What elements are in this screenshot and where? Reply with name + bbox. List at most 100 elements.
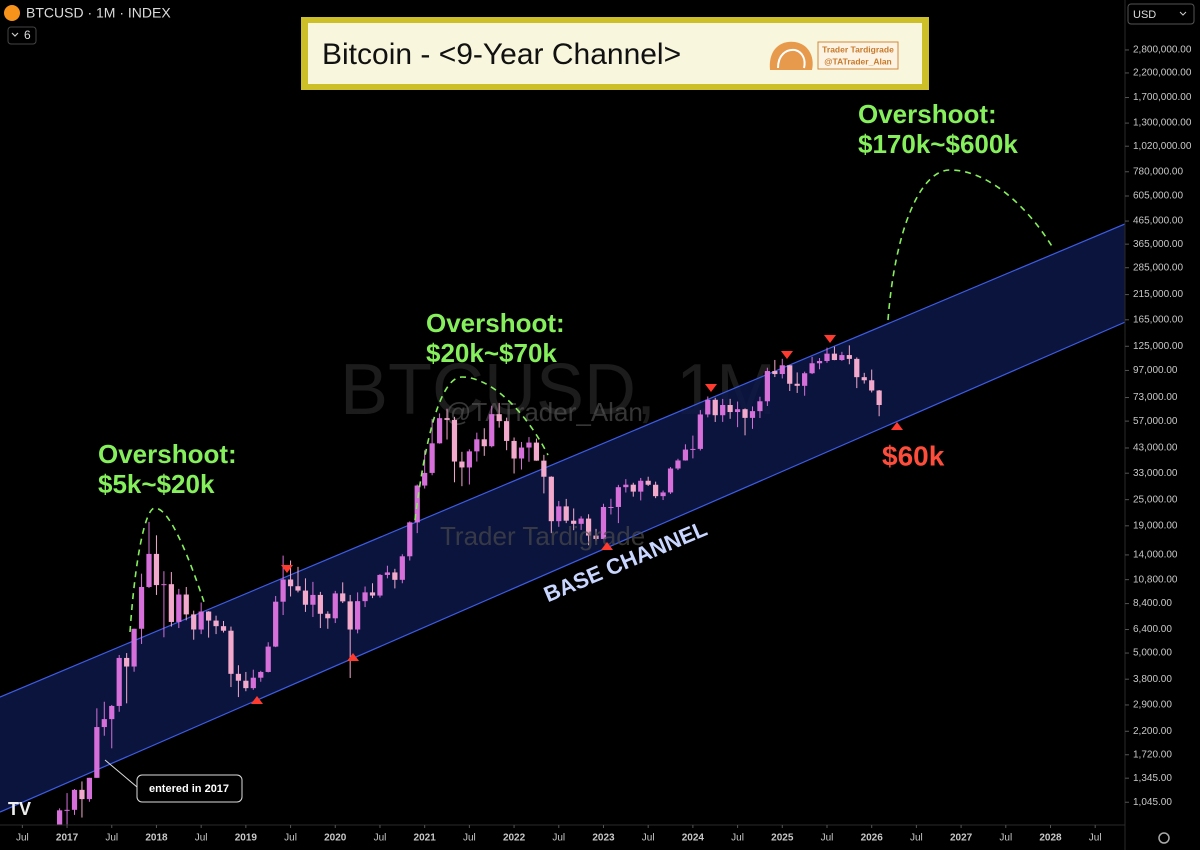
y-tick-label: 780,000.00 (1133, 166, 1183, 177)
y-tick-label: 6,400.00 (1133, 624, 1172, 635)
indicator-toggle[interactable] (7, 26, 37, 45)
y-tick-label: 14,000.00 (1133, 550, 1178, 561)
candle-body (176, 594, 182, 622)
symbol-icon (4, 5, 20, 21)
platform-logo: TV (8, 799, 31, 819)
candle-body (682, 449, 689, 461)
y-tick-label: 97,000.00 (1133, 365, 1178, 376)
candle-body (295, 586, 301, 591)
candle-body (191, 614, 197, 630)
candle-body (861, 377, 867, 381)
candle-body (764, 371, 770, 402)
candle-body (459, 461, 465, 468)
logo-handle: @TATrader_Alan (824, 56, 892, 66)
candle-body (332, 593, 338, 619)
target-label: $60k (882, 440, 945, 471)
markers (251, 335, 903, 704)
y-tick-label: 73,000.00 (1133, 392, 1178, 403)
x-tick-label: Jul (105, 833, 118, 844)
candle-body (690, 448, 696, 450)
candle-body (489, 414, 495, 447)
candle-body (206, 611, 212, 621)
annotation-range: $170k~$600k (858, 129, 1018, 159)
candle-body (444, 418, 450, 420)
x-tick-label: Jul (463, 833, 476, 844)
candle-body (593, 535, 599, 539)
chart-title: Bitcoin - <9-Year Channel> (322, 38, 681, 71)
candle-body (794, 383, 800, 386)
y-tick-label: 25,000.00 (1133, 494, 1178, 505)
annotation-title: Overshoot: (98, 439, 237, 469)
candle-body (287, 579, 294, 587)
x-tick-label: 2018 (145, 833, 168, 844)
y-tick-label: 1,045.00 (1133, 797, 1172, 808)
top-marker (781, 351, 793, 359)
candle-body (124, 657, 130, 667)
top-marker (705, 384, 717, 392)
candle-body (213, 620, 219, 627)
candle-body (481, 439, 487, 447)
candle-body (220, 626, 227, 631)
x-tick-label: Jul (284, 833, 297, 844)
y-tick-label: 285,000.00 (1133, 262, 1183, 273)
logo-box (817, 41, 899, 70)
candle-body (422, 472, 428, 486)
y-tick-label: 605,000.00 (1133, 191, 1183, 202)
candle-body (556, 506, 562, 522)
candle-body (317, 594, 323, 614)
channel-band (0, 223, 1125, 813)
candle-body (809, 363, 815, 374)
candle-body (466, 451, 472, 468)
currency-box[interactable] (1127, 3, 1195, 25)
candle-body (168, 584, 174, 622)
candle-body (243, 680, 249, 689)
annotation-range: $5k~$20k (98, 469, 215, 499)
candle-body (340, 593, 346, 602)
x-tick-label: 2027 (950, 833, 973, 844)
watermark-handle: @TATrader_Alan (445, 397, 643, 427)
logo-icon (769, 41, 813, 70)
top-marker (824, 335, 836, 343)
x-tick-label: Jul (1089, 833, 1102, 844)
candle-body (645, 480, 651, 485)
y-tick-label: 1,720.00 (1133, 749, 1172, 760)
candle-body (660, 492, 666, 497)
candle-body (280, 579, 286, 602)
plot-area (0, 223, 1125, 825)
candle-body (56, 810, 63, 825)
annotation-title: Overshoot: (858, 99, 997, 129)
candle-body (235, 673, 242, 681)
y-tick-label: 1,020,000.00 (1133, 141, 1192, 152)
candle-body (727, 405, 733, 413)
x-tick-label: 2021 (414, 833, 437, 844)
note-box (136, 774, 243, 803)
candle-body (407, 522, 413, 557)
candle-body (615, 487, 621, 507)
y-tick-label: 43,000.00 (1133, 443, 1178, 454)
bottom-marker (891, 422, 903, 430)
candle-body (347, 601, 353, 630)
candle-body (518, 447, 525, 459)
candle-body (436, 418, 443, 444)
candle-body (377, 574, 383, 596)
y-tick-label: 3,800.00 (1133, 674, 1172, 685)
candle-body (600, 506, 607, 539)
logo-name: Trader Tardigrade (822, 44, 894, 54)
channel-upper (0, 223, 1125, 698)
bottom-marker (347, 653, 359, 661)
y-tick-label: 165,000.00 (1133, 314, 1183, 325)
bottom-marker (601, 542, 613, 550)
candle-body (697, 414, 703, 449)
symbol-label[interactable]: BTCUSD · 1M · INDEX (26, 5, 171, 21)
candle-body (787, 365, 793, 384)
x-tick-label: 2019 (235, 833, 258, 844)
candle-body (638, 480, 644, 492)
y-tick-label: 215,000.00 (1133, 289, 1183, 300)
candle-body (265, 646, 271, 672)
logo: Trader Tardigrade @TATrader_Alan (769, 41, 899, 70)
candle-body (831, 353, 838, 361)
candle-body (526, 442, 532, 448)
x-tick-label: Jul (374, 833, 387, 844)
settings-icon[interactable] (1158, 832, 1170, 844)
candle-body (742, 409, 748, 418)
